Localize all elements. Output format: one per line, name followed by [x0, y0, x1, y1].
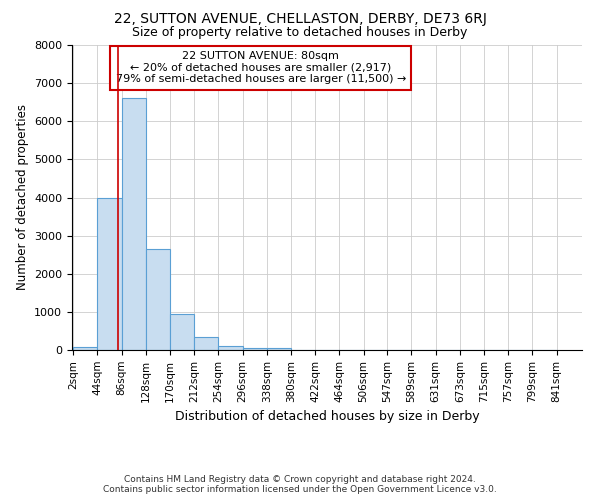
Bar	[122, 98, 146, 350]
Text: Size of property relative to detached houses in Derby: Size of property relative to detached ho…	[133, 26, 467, 39]
Text: 22, SUTTON AVENUE, CHELLASTON, DERBY, DE73 6RJ: 22, SUTTON AVENUE, CHELLASTON, DERBY, DE…	[113, 12, 487, 26]
Bar	[170, 314, 194, 350]
X-axis label: Distribution of detached houses by size in Derby: Distribution of detached houses by size …	[175, 410, 479, 423]
Bar	[194, 338, 218, 350]
Bar	[97, 198, 122, 350]
Bar	[242, 348, 267, 350]
Text: 22 SUTTON AVENUE: 80sqm
← 20% of detached houses are smaller (2,917)
79% of semi: 22 SUTTON AVENUE: 80sqm ← 20% of detache…	[116, 51, 406, 84]
Bar	[146, 249, 170, 350]
Bar	[267, 348, 291, 350]
Text: Contains HM Land Registry data © Crown copyright and database right 2024.
Contai: Contains HM Land Registry data © Crown c…	[103, 474, 497, 494]
Y-axis label: Number of detached properties: Number of detached properties	[16, 104, 29, 290]
Bar	[73, 347, 97, 350]
Bar	[218, 346, 242, 350]
